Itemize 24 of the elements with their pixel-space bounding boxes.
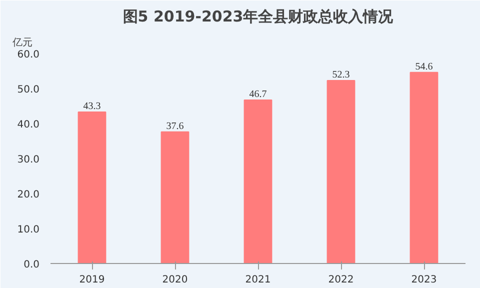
bar [78, 111, 106, 264]
data-label: 43.3 [83, 100, 101, 112]
bar [160, 131, 190, 264]
y-tick-label: 60.0 [17, 50, 40, 60]
chart-title: 图5 2019-2023年全县财政总收入情况 [122, 8, 394, 26]
bar [244, 100, 272, 264]
y-tick-label: 10.0 [17, 224, 40, 236]
bar [410, 72, 438, 264]
y-tick-label: 50.0 [17, 84, 40, 96]
bar [326, 80, 356, 264]
data-label: 54.6 [415, 61, 433, 72]
y-tick-label: 40.0 [17, 120, 40, 130]
y-axis-title: 亿元 [12, 38, 32, 48]
data-label: 52.3 [332, 69, 350, 80]
x-tick-label: 2021 [245, 274, 271, 286]
x-tick-label: 2023 [411, 274, 437, 286]
data-label: 37.6 [166, 120, 184, 132]
y-tick-label: 20.0 [17, 190, 40, 200]
y-tick-label: 0.0 [24, 260, 40, 270]
data-label: 46.7 [249, 89, 267, 100]
x-tick-label: 2019 [79, 274, 105, 286]
y-tick-label: 30.0 [17, 154, 40, 166]
x-tick-label: 2022 [328, 274, 354, 286]
x-tick-label: 2020 [162, 274, 188, 286]
